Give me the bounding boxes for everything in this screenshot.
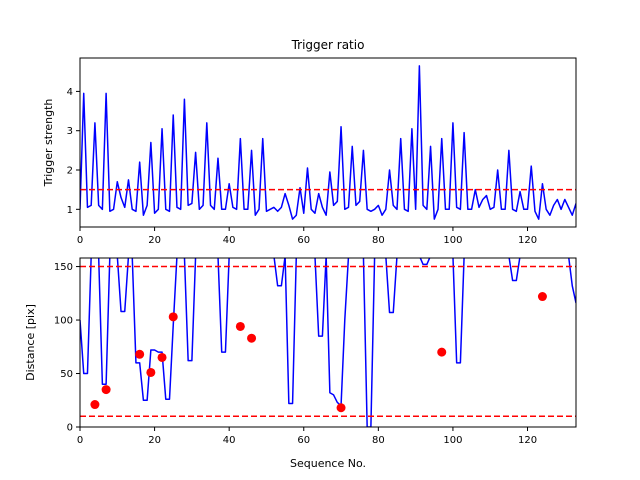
distance-marker-point xyxy=(157,352,167,362)
trigger-axes-frame xyxy=(79,57,577,228)
distance-y-axis-label: Distance [pix] xyxy=(24,304,37,381)
trigger-x-tick-label: 20 xyxy=(148,235,161,246)
trigger-ticks: 0 20 40 60 80 100 120 1 2 3 4 xyxy=(67,87,537,246)
distance-y-tick-label: 150 xyxy=(54,262,73,273)
trigger-plot-area xyxy=(80,65,576,220)
trigger-x-tick-label: 120 xyxy=(518,235,537,246)
trigger-x-tick-label: 80 xyxy=(372,235,385,246)
distance-x-tick-label: 60 xyxy=(297,435,310,446)
trigger-series-line xyxy=(80,65,576,220)
trigger-y-tick-label: 2 xyxy=(67,166,73,177)
trigger-x-tick-label: 0 xyxy=(77,235,83,246)
chart-title: Trigger ratio xyxy=(291,38,365,52)
distance-marker-point xyxy=(437,347,447,357)
trigger-y-tick-label: 3 xyxy=(67,126,73,137)
distance-y-tick-label: 0 xyxy=(67,423,73,434)
distance-x-tick-label: 100 xyxy=(443,435,462,446)
distance-marker-point xyxy=(146,367,156,377)
distance-x-tick-label: 80 xyxy=(372,435,385,446)
distance-x-tick-label: 20 xyxy=(148,435,161,446)
trigger-y-axis-label: Trigger strength xyxy=(42,99,55,188)
distance-marker-point xyxy=(101,385,111,395)
trigger-x-tick-label: 100 xyxy=(443,235,462,246)
distance-y-tick-label: 100 xyxy=(54,316,73,327)
distance-marker-point xyxy=(336,403,346,413)
distance-marker-point xyxy=(90,400,100,410)
trigger-x-tick-label: 40 xyxy=(223,235,236,246)
trigger-y-tick-label: 1 xyxy=(67,205,73,216)
distance-x-tick-label: 120 xyxy=(518,435,537,446)
distance-y-tick-label: 50 xyxy=(60,369,73,380)
trigger-y-tick-label: 4 xyxy=(67,87,73,98)
distance-marker-point xyxy=(247,333,257,343)
distance-axes-frame xyxy=(79,257,577,428)
distance-marker-point xyxy=(135,349,145,359)
distance-marker-point xyxy=(235,321,245,331)
distance-x-tick-label: 40 xyxy=(223,435,236,446)
distance-x-tick-label: 0 xyxy=(77,435,83,446)
distance-panel: 0 20 40 60 80 100 120 0 50 100 150 Sequence No. Di… xyxy=(24,257,577,470)
trigger-x-tick-label: 60 xyxy=(297,235,310,246)
distance-marker-point xyxy=(537,292,547,302)
distance-x-axis-label: Sequence No. xyxy=(290,457,366,470)
distance-ticks: 0 20 40 60 80 100 120 0 50 100 150 xyxy=(54,262,537,446)
distance-marker-point xyxy=(168,312,178,322)
distance-plot-area xyxy=(80,258,576,427)
